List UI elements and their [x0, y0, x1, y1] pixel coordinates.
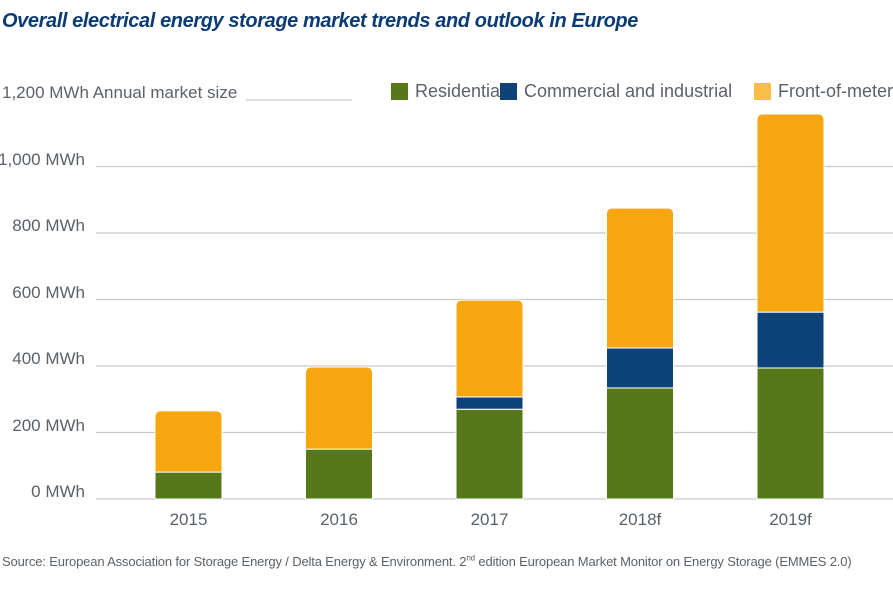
- legend-swatch-front-of-meter: [754, 83, 771, 100]
- bars: [154, 113, 825, 500]
- source-superscript: nd: [466, 553, 475, 563]
- legend-label: Front-of-meter: [778, 81, 893, 101]
- y-tick-label: 0 MWh: [31, 482, 85, 501]
- bar-segment-commercial-and-industrial-2019f: [756, 311, 825, 369]
- y-axis-title-label: 1,200 MWh Annual market size: [2, 83, 238, 102]
- legend-label: Residential: [415, 81, 505, 101]
- chart-title: Overall electrical energy storage market…: [2, 10, 638, 32]
- bar-segment-front-of-meter-2019f: [756, 113, 825, 313]
- bar-segment-residential-2016: [305, 448, 373, 500]
- legend-item-front-of-meter: Front-of-meter: [754, 81, 893, 102]
- x-tick-label: 2017: [471, 510, 509, 529]
- y-tick-label: 200 MWh: [12, 415, 85, 435]
- source-note: Source: European Association for Storage…: [2, 554, 852, 569]
- y-tick-label: 800 MWh: [12, 216, 85, 235]
- bar-segment-front-of-meter-2018f: [606, 207, 674, 349]
- bar-segment-residential-2018f: [606, 387, 674, 500]
- x-tick-label: 2015: [170, 510, 208, 529]
- bar-segment-front-of-meter-2017: [455, 299, 524, 398]
- legend-swatch-residential: [391, 83, 408, 100]
- bar-segment-residential-2015: [154, 471, 223, 500]
- x-axis-labels: 2015 2016 2017 2018f 2019f: [170, 510, 812, 529]
- source-text-start: Source: European Association for Storage…: [2, 554, 467, 569]
- legend-item-commercial-industrial: Commercial and industrial: [500, 81, 732, 102]
- bar-segment-commercial-and-industrial-2018f: [606, 347, 674, 389]
- bar-segment-front-of-meter-2016: [305, 366, 373, 450]
- y-tick-label: 600 MWh: [12, 282, 85, 302]
- x-tick-label: 2018f: [619, 510, 662, 529]
- bar-segment-residential-2017: [455, 408, 524, 500]
- bar-segment-residential-2019f: [756, 367, 825, 500]
- y-tick-label: 400 MWh: [12, 349, 85, 368]
- bar-segment-commercial-and-industrial-2017: [455, 396, 524, 410]
- legend-label: Commercial and industrial: [524, 81, 733, 101]
- x-tick-label: 2016: [320, 510, 358, 529]
- legend-item-residential: Residential: [391, 81, 504, 102]
- legend-swatch-commercial-industrial: [500, 83, 517, 100]
- x-tick-label: 2019f: [769, 510, 812, 529]
- bar-segment-front-of-meter-2015: [154, 410, 223, 473]
- source-text-end: edition European Market Monitor on Energ…: [474, 554, 852, 569]
- y-tick-label: 1,000 MWh: [0, 149, 85, 169]
